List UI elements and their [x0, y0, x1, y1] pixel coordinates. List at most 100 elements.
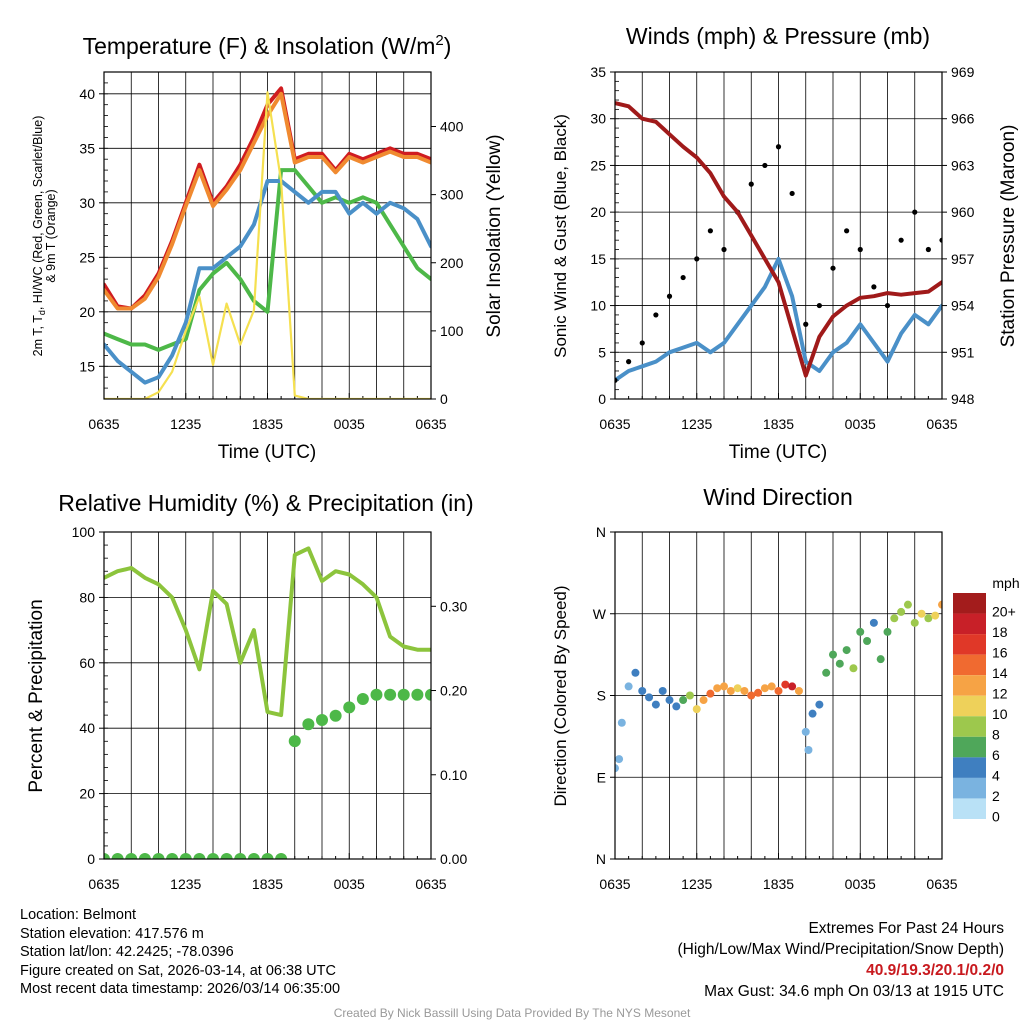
y-tick-label: 30: [590, 111, 606, 127]
x-tick-label: 1835: [252, 876, 283, 892]
direction-point: [876, 655, 885, 664]
direction-point: [924, 614, 933, 623]
legend-label: 0: [992, 809, 1000, 825]
y-tick-label: N: [596, 524, 606, 540]
direction-point: [808, 709, 817, 718]
precipitation-point: [166, 853, 179, 859]
gust-point: [844, 228, 850, 234]
max-gust-text: Max Gust: 34.6 mph On 03/13 at 1915 UTC: [704, 983, 1004, 1000]
direction-point: [706, 689, 715, 698]
latlon-text: Station lat/lon: 42.2425; -78.0396: [20, 944, 234, 960]
legend-label: 2: [992, 788, 1000, 804]
direction-point: [615, 764, 619, 773]
plot-area: [615, 101, 942, 383]
y-tick-label: 20: [79, 304, 95, 320]
gust-point: [707, 228, 713, 234]
direction-point: [788, 682, 797, 691]
direction-point: [767, 682, 776, 691]
precipitation-point: [288, 735, 301, 748]
gust-point: [884, 302, 891, 309]
elevation-text: Station elevation: 417.576 m: [20, 925, 204, 942]
precipitation-point: [104, 853, 110, 859]
y-tick-label: 35: [79, 140, 95, 156]
gust-point: [789, 190, 795, 197]
temperature-panel: Temperature (F) & Insolation (W/m2) 2m T…: [31, 32, 505, 463]
humidity-panel: Relative Humidity (%) & Precipitation (i…: [26, 490, 474, 892]
recent-text: Most recent data timestamp: 2026/03/14 0…: [20, 981, 341, 997]
y-tick-label: 20: [79, 786, 95, 802]
y-tick-label: 100: [72, 524, 96, 540]
y-tick-label: 30: [79, 195, 95, 211]
direction-point: [849, 664, 858, 673]
legend-swatch: [953, 716, 986, 737]
legend-label: 12: [992, 685, 1008, 701]
precipitation-point: [125, 853, 138, 859]
legend-swatch: [953, 593, 986, 614]
precipitation-point: [193, 853, 206, 859]
x-tick-label: 0635: [926, 876, 957, 892]
gust-series: [615, 144, 942, 383]
y-tick-label: 40: [79, 86, 95, 102]
direction-point: [822, 668, 831, 677]
plot-frame: [614, 71, 943, 400]
precipitation-point: [316, 714, 328, 727]
y-tick-label: 35: [590, 64, 606, 80]
legend-label: 4: [992, 768, 1000, 784]
y-tick-label: 0: [598, 391, 606, 407]
direction-point: [615, 755, 624, 764]
y-tick-label: 25: [590, 157, 606, 173]
location-text: Location: Belmont: [20, 907, 137, 923]
direction-point: [665, 696, 674, 705]
gust-point: [912, 209, 918, 215]
x-tick-label: 0635: [599, 416, 630, 432]
direction-point: [856, 627, 865, 636]
legend-label: 6: [992, 747, 1000, 763]
legend-swatch: [953, 695, 986, 717]
y-tick-label: 5: [598, 344, 606, 360]
direction-point: [631, 668, 640, 677]
gust-point: [857, 246, 863, 253]
x-tick-label: 1835: [763, 876, 794, 892]
gust-point: [653, 312, 659, 318]
x-tick-label: 0635: [88, 416, 119, 432]
gust-point: [639, 340, 645, 346]
precipitation-point: [384, 688, 397, 701]
precipitation-point: [411, 688, 424, 701]
x-tick-label: 1235: [170, 416, 201, 432]
y2-tick-label: 963: [951, 157, 975, 173]
legend-title: mph: [992, 575, 1019, 591]
direction-point: [645, 693, 654, 702]
y2-tick-label: 957: [951, 251, 975, 267]
legend-swatch: [953, 798, 986, 819]
direction-ylabel: Direction (Colored By Speed): [551, 585, 570, 806]
direction-point: [897, 607, 906, 616]
y2-tick-label: 948: [951, 391, 975, 407]
x-tick-label: 1235: [170, 876, 201, 892]
gust-point: [925, 246, 931, 253]
y2-tick-label: 960: [951, 204, 975, 220]
direction-point: [638, 686, 647, 695]
humidity-ylabel: Percent & Precipitation: [26, 599, 47, 792]
legend-swatch: [953, 675, 986, 696]
gust-point: [680, 274, 686, 281]
y-tick-label: W: [593, 606, 607, 622]
legend-label: 18: [992, 624, 1008, 640]
precipitation-point: [343, 701, 356, 714]
y-tick-label: 20: [590, 204, 606, 220]
plot-area: [615, 600, 942, 773]
plot-area: [104, 86, 431, 399]
x-tick-label: 0635: [599, 876, 630, 892]
humidity-title: Relative Humidity (%) & Precipitation (i…: [58, 490, 473, 516]
temperature-y2label: Solar Insolation (Yellow): [484, 134, 505, 337]
winds-ylabel: Sonic Wind & Gust (Blue, Black): [551, 114, 570, 358]
td-line: [104, 168, 431, 352]
grid: [615, 532, 942, 859]
x-tick-label: 0035: [334, 876, 365, 892]
gust-point: [816, 302, 822, 309]
direction-point: [829, 650, 837, 659]
x-tick-label: 1235: [681, 876, 712, 892]
extremes-info: Extremes For Past 24 Hours (High/Low/Max…: [678, 918, 1005, 1002]
precipitation-series: [104, 688, 431, 859]
direction-point: [938, 600, 942, 609]
gust-point: [871, 284, 877, 290]
